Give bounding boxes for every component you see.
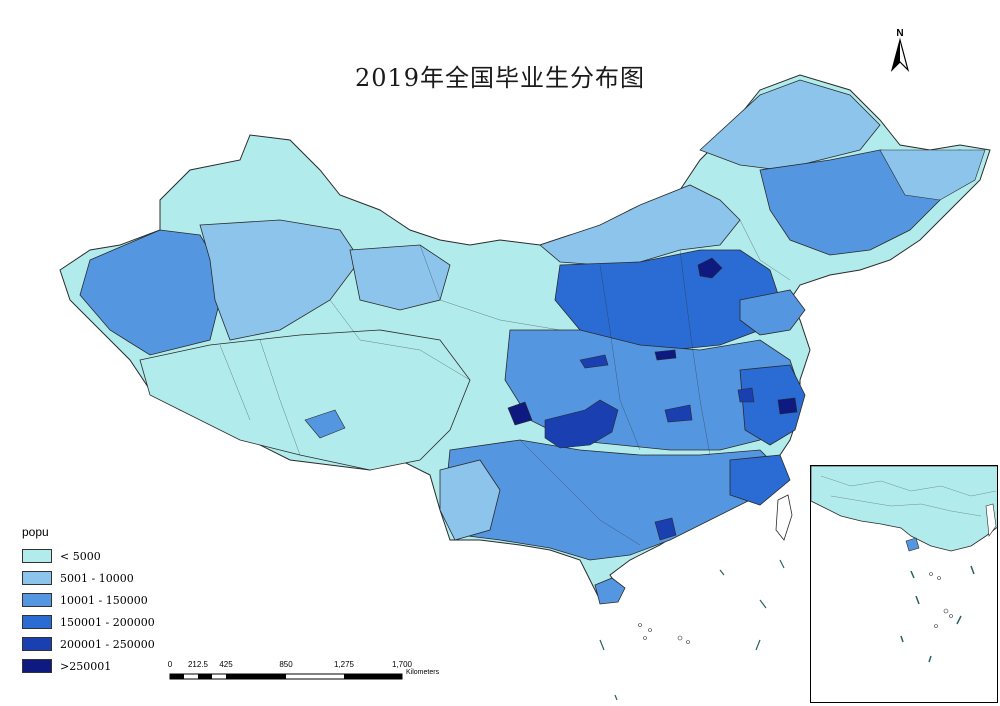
region-northeast-east [879,149,986,201]
south-sea-inset [810,465,998,703]
legend-label-0: < 5000 [60,549,101,563]
legend-row-2: 10001 - 150000 [22,589,202,611]
south-sea-islands [599,559,785,701]
region-northeast-north [699,79,881,171]
scale-tick-0: 0 [167,660,173,669]
region-xinjiang-central [199,219,361,341]
region-wuhan [664,404,693,423]
legend-row-0: < 5000 [22,545,202,567]
north-arrow: N [888,28,912,76]
scale-tick-4: 1,275 [333,660,355,669]
legend-swatch-0 [22,549,52,563]
region-chongqing [544,399,619,449]
south-sea-dots [638,623,690,644]
region-qinghai-east [349,244,451,311]
scale-unit: Kilometers [406,669,440,676]
region-xian [579,354,609,369]
legend-label-3: 150001 - 200000 [60,615,155,629]
legend-row-4: 200001 - 250000 [22,633,202,655]
region-east-coast [739,364,806,446]
legend-label-2: 10001 - 150000 [60,593,148,607]
scale-tick-3: 850 [279,660,293,669]
map-title: 2019年全国毕业生分布图 [354,64,646,92]
region-beijing [697,257,723,279]
scale-tick-2: 425 [219,660,233,669]
south-sea-inset-map [811,466,997,663]
region-nanjing [737,387,755,403]
legend-label-5: >250001 [60,659,112,673]
region-zhengzhou [654,349,677,361]
legend-swatch-2 [22,593,52,607]
region-tibet-lhasa [304,409,346,439]
scale-tick-1: 212.5 [187,660,209,669]
legend-swatch-5 [22,659,52,673]
region-south [444,439,781,561]
region-xinjiang-west [79,229,221,356]
north-arrow-icon [890,37,910,73]
scale-bar-graphic [169,673,403,680]
region-taiwan [775,494,793,541]
scale-bar: 0 212.5 425 850 1,275 1,700 Kilometers [166,660,439,690]
legend-swatch-3 [22,615,52,629]
legend-row-5: >250001 [22,655,202,677]
region-hainan [594,577,626,605]
scale-tick-5: 1,700 [391,660,413,669]
legend-label-4: 200001 - 250000 [60,637,155,651]
region-guangzhou [654,517,677,541]
legend-row-3: 150001 - 200000 [22,611,202,633]
legend-row-1: 5001 - 10000 [22,567,202,589]
map-legend: popu < 5000 5001 - 10000 10001 - 150000 … [22,525,202,677]
region-tibet [139,329,471,471]
region-chengdu [507,401,533,426]
legend-title: popu [22,525,49,539]
region-shandong [739,289,806,336]
region-shanghai [777,397,798,415]
north-arrow-label: N [896,28,904,39]
internal-boundaries [219,219,791,546]
region-fujian [729,454,791,506]
region-yunnan-west [439,459,501,541]
legend-label-1: 5001 - 10000 [60,571,134,585]
legend-swatch-4 [22,637,52,651]
legend-swatch-1 [22,571,52,585]
